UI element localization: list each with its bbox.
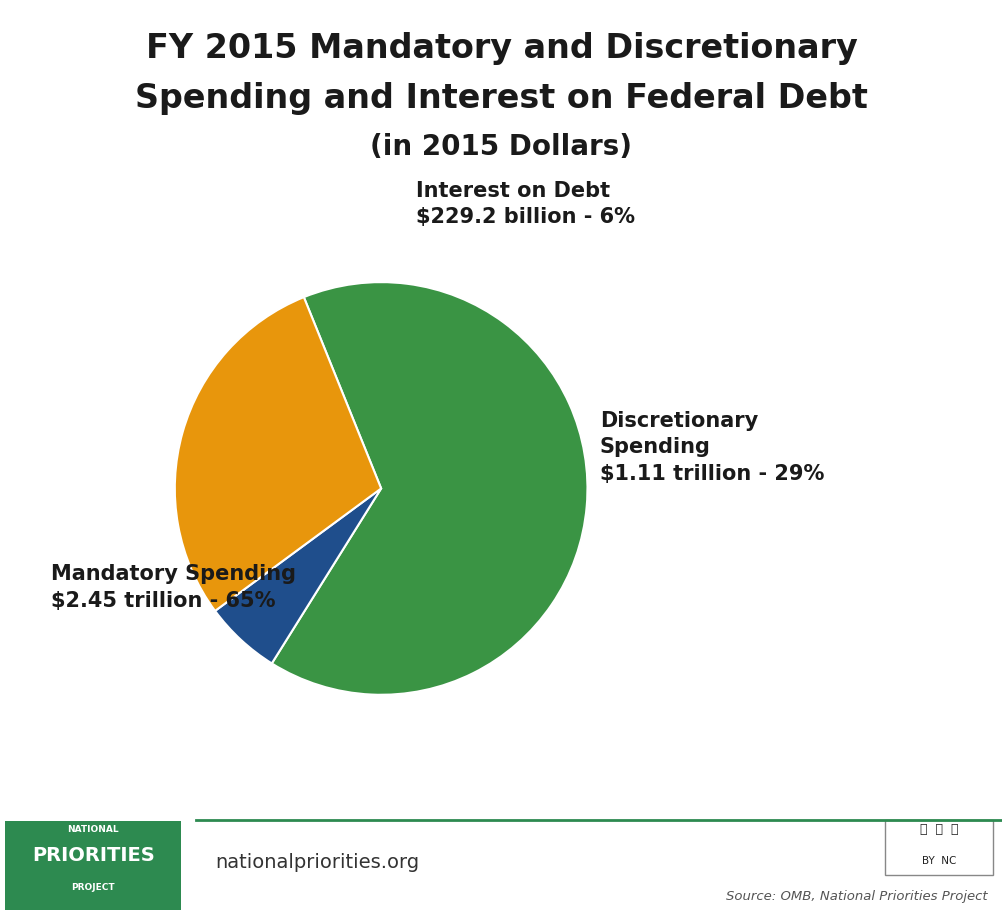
Wedge shape [174,297,381,611]
Text: FY 2015 Mandatory and Discretionary: FY 2015 Mandatory and Discretionary [145,32,857,65]
Text: PRIORITIES: PRIORITIES [32,845,154,865]
Text: BY  NC: BY NC [921,856,955,867]
FancyBboxPatch shape [5,822,180,910]
Text: Discretionary
Spending
$1.11 trillion - 29%: Discretionary Spending $1.11 trillion - … [599,411,824,484]
Text: Spending and Interest on Federal Debt: Spending and Interest on Federal Debt [135,82,867,115]
Text: PROJECT: PROJECT [71,884,115,892]
Text: Source: OMB, National Priorities Project: Source: OMB, National Priorities Project [725,889,987,902]
Text: ⓒ  ⓘ  Ⓢ: ⓒ ⓘ Ⓢ [919,824,957,836]
Text: (in 2015 Dollars): (in 2015 Dollars) [370,133,632,161]
Text: Mandatory Spending
$2.45 trillion - 65%: Mandatory Spending $2.45 trillion - 65% [51,565,296,610]
Text: nationalpriorities.org: nationalpriorities.org [215,853,420,872]
Wedge shape [272,282,587,694]
Text: Interest on Debt
$229.2 billion - 6%: Interest on Debt $229.2 billion - 6% [416,180,634,227]
Wedge shape [214,489,381,663]
Text: NATIONAL: NATIONAL [67,824,119,834]
FancyBboxPatch shape [884,820,992,875]
